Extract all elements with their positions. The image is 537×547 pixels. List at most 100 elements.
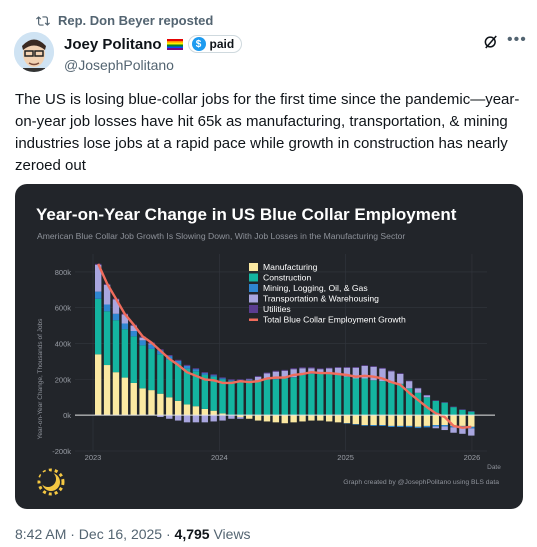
bar-segment (201, 372, 209, 374)
bar-segment (379, 367, 386, 369)
dollar-icon: $ (191, 37, 206, 51)
bar-segment (210, 374, 217, 376)
bar-segment (272, 378, 280, 380)
bar-segment (139, 337, 146, 341)
chart-image[interactable]: Year-on-Year Change in US Blue Collar Em… (15, 184, 523, 509)
bar-segment (192, 368, 200, 370)
bar-segment (210, 375, 217, 377)
bar-segment (352, 367, 360, 379)
avatar[interactable] (14, 32, 54, 72)
bar-segment (361, 415, 368, 426)
bar-segment (441, 425, 448, 427)
bar-segment (441, 426, 448, 431)
bar-segment (468, 411, 475, 416)
bar-segment (263, 372, 271, 374)
bar-segment (237, 415, 244, 417)
bar-segment (352, 367, 360, 368)
bar-segment (246, 380, 253, 416)
bar-segment (281, 378, 288, 416)
bar-segment (219, 415, 226, 421)
bar-segment (157, 354, 164, 394)
x-tick-label: 2026 (464, 453, 481, 462)
paid-badge[interactable]: $ paid (187, 35, 243, 53)
y-tick-label: 200k (55, 375, 72, 384)
bar-segment (157, 415, 164, 417)
paid-badge-label: paid (209, 37, 235, 51)
bar-segment (352, 415, 360, 425)
bar-segment (397, 373, 404, 384)
repost-icon (36, 15, 50, 26)
bar-segment (379, 415, 386, 426)
grok-icon[interactable] (482, 33, 500, 51)
bar-segment (423, 394, 431, 396)
bar-segment (388, 382, 395, 416)
bar-segment (290, 369, 297, 378)
bar-segment (468, 415, 475, 427)
bar-segment (183, 415, 191, 423)
bar-segment (210, 410, 217, 416)
bar-segment (219, 379, 226, 414)
bar-segment (423, 425, 431, 428)
bar-segment (254, 375, 262, 377)
y-tick-label: 600k (55, 304, 72, 313)
legend-label: Manufacturing (263, 262, 318, 272)
bar-segment (432, 415, 439, 426)
bar-segment (405, 388, 413, 416)
rainbow-flag-icon (166, 38, 183, 50)
bar-segment (414, 392, 422, 416)
bar-segment (450, 415, 457, 426)
timestamp[interactable]: 8:42 AM · Dec 16, 2025 · (15, 526, 175, 542)
bar-segment (201, 415, 209, 423)
bar-segment (237, 379, 244, 381)
y-tick-label: 400k (55, 340, 72, 349)
bar-segment (317, 368, 324, 370)
bar-segment (201, 373, 209, 375)
bar-segment (130, 336, 137, 383)
bar-segment (405, 381, 413, 389)
bar-segment (103, 304, 111, 312)
x-tick-label: 2023 (85, 453, 102, 462)
bar-segment (272, 370, 280, 372)
legend-swatch (249, 318, 258, 321)
bar-segment (148, 344, 155, 349)
bar-segment (459, 427, 466, 434)
bar-segment (343, 367, 351, 368)
legend-label: Total Blue Collar Employment Growth (263, 315, 406, 325)
bar-segment (121, 377, 129, 416)
bar-segment (272, 379, 280, 416)
bar-segment (370, 366, 377, 381)
bar-segment (174, 364, 182, 401)
author-handle[interactable]: @JosephPolitano (64, 57, 174, 73)
y-axis-label: Year-on-Year Change, Thousands of Jobs (37, 318, 44, 440)
bar-segment (317, 369, 324, 374)
bar-segment (325, 367, 333, 369)
bar-segment (254, 376, 262, 381)
bar-segment (441, 402, 448, 403)
bar-segment (272, 371, 280, 379)
bar-segment (281, 415, 288, 424)
bar-segment (228, 379, 235, 381)
legend-swatch (249, 294, 258, 303)
bar-segment (450, 406, 457, 408)
author-name[interactable]: Joey Politano (64, 35, 162, 53)
bar-segment (361, 425, 368, 426)
x-tick-label: 2024 (211, 453, 228, 462)
view-count: 4,795 (174, 526, 210, 542)
bar-segment (361, 365, 368, 379)
sun-logo (37, 468, 65, 496)
bar-segment (441, 402, 448, 416)
legend-swatch (249, 284, 258, 292)
bar-segment (254, 381, 262, 416)
bar-segment (450, 427, 457, 433)
more-options-icon[interactable]: ••• (507, 31, 527, 48)
bar-segment (103, 311, 111, 366)
repost-indicator[interactable]: Rep. Don Beyer reposted (36, 13, 213, 28)
chart-subtitle: American Blue Collar Job Growth Is Slowi… (37, 231, 405, 241)
bar-segment (317, 373, 324, 416)
bar-segment (370, 366, 377, 367)
x-axis-label: Date (487, 464, 501, 471)
legend-label: Transportation & Warehousing (263, 294, 379, 304)
bar-segment (370, 415, 377, 426)
bar-segment (254, 415, 262, 421)
bar-segment (183, 364, 191, 366)
